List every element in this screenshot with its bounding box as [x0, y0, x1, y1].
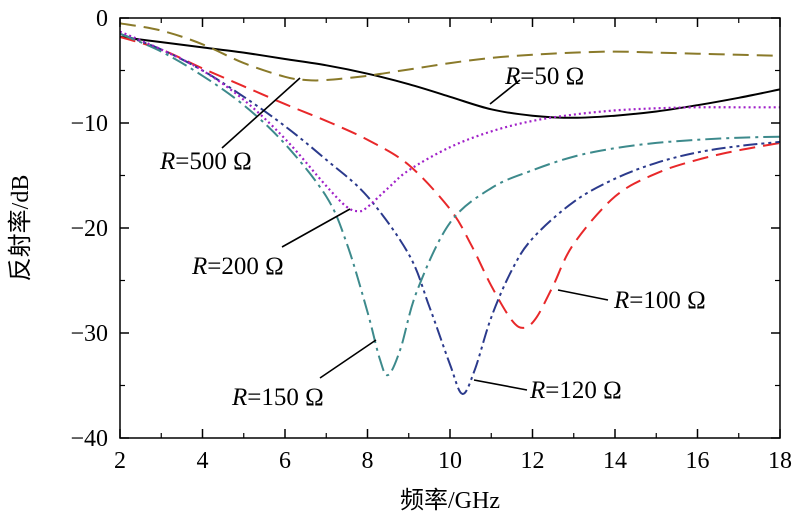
y-tick-label: 0	[96, 6, 108, 32]
annotation-suffix: =200 Ω	[207, 253, 283, 280]
annotation-leader-r120	[473, 379, 528, 391]
annotation-prefix: R	[231, 384, 247, 411]
series-line-r200	[119, 30, 781, 213]
x-tick-label: 14	[603, 448, 627, 474]
annotation-suffix: =150 Ω	[247, 384, 323, 411]
annotation-leader-r500	[221, 77, 301, 149]
annotation-prefix: R	[191, 253, 207, 280]
ticks-layer: 2 4 6 8 10 12 14 16 18 0 −10 −20 −30 −40	[70, 6, 792, 474]
annotation-layer: R=50 ΩR=500 ΩR=200 ΩR=100 ΩR=150 Ω R=120 …	[159, 63, 706, 411]
annotation-prefix: R	[504, 63, 520, 90]
series-line-r150	[119, 32, 781, 377]
annotation-leader-r100	[557, 289, 609, 301]
annotation-leader-r200	[281, 208, 351, 248]
annotation-r50: R=50 Ω	[504, 63, 584, 90]
series-line-r500	[119, 22, 781, 82]
y-axis-title: 反射率/dB	[7, 175, 34, 282]
annotation-prefix: R	[613, 287, 629, 314]
x-axis-title: 频率/GHz	[400, 487, 500, 514]
x-tick-label: 6	[279, 448, 291, 474]
x-tick-label: 8	[362, 448, 374, 474]
annotation-suffix: =120 Ω	[545, 377, 621, 404]
x-tick-label: 4	[197, 448, 209, 474]
y-tick-label: −30	[70, 321, 108, 347]
annotation-suffix: =50 Ω	[520, 63, 584, 90]
series-line-r50	[119, 35, 781, 119]
y-tick-label: −20	[70, 216, 108, 242]
annotation-r200: R=200 Ω	[191, 253, 284, 280]
x-tick-label: 12	[521, 448, 545, 474]
annotation-r500: R=500 Ω	[159, 148, 252, 175]
y-tick-label: −10	[70, 111, 108, 137]
annotation-suffix: =100 Ω	[629, 287, 705, 314]
annotation-leader-r50	[489, 79, 521, 105]
x-tick-label: 16	[686, 448, 710, 474]
x-tick-label: 10	[438, 448, 462, 474]
y-tick-label: −40	[70, 426, 108, 452]
annotation-leader-r150	[319, 339, 377, 379]
x-tick-label: 2	[114, 448, 126, 474]
annotation-prefix: R	[159, 148, 175, 175]
series-layer	[119, 22, 781, 395]
series-line-r120	[119, 32, 781, 395]
annotation-r100: R=100 Ω	[613, 287, 706, 314]
annotation-suffix: =500 Ω	[175, 148, 251, 175]
annotation-r150: R=150 Ω	[231, 384, 324, 411]
annotation-prefix: R	[529, 377, 545, 404]
x-tick-label: 18	[768, 448, 792, 474]
annotation-r120: R=120 Ω	[529, 377, 622, 404]
series-line-r100	[119, 35, 781, 329]
